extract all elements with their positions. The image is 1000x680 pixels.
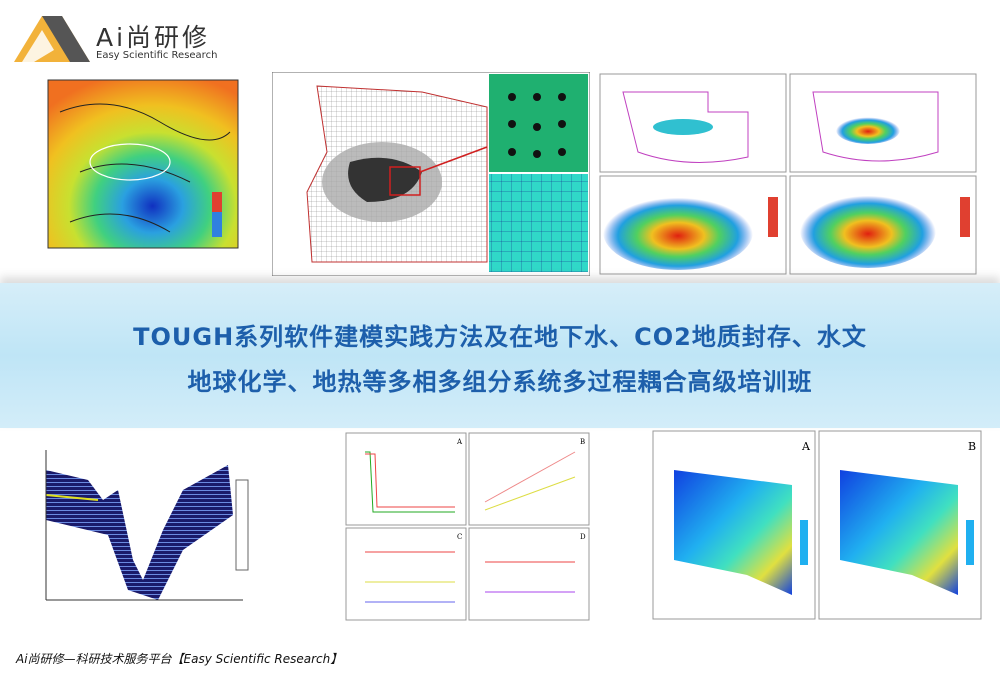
logo-icon (14, 16, 90, 62)
title-line: 地球化学、地热等多相多组分系统多过程耦合高级培训班 (187, 368, 813, 396)
plot-label: C (457, 533, 462, 541)
title-line: TOUGH系列软件建模实践方法及在地下水、CO2地质封存、水文 (133, 323, 867, 351)
grid-figure (272, 72, 590, 276)
section-maps-figure: A B (652, 430, 982, 620)
section-label: A (801, 440, 811, 453)
map-figure (47, 79, 239, 249)
line-plots-figure: A B C D (345, 432, 590, 621)
cross-section-figure (18, 440, 250, 610)
plot-label: A (456, 438, 463, 446)
title-band (0, 283, 1000, 428)
logo-subtitle: Easy Scientific Research (96, 50, 218, 61)
logo-title: Ai尚研修 (96, 23, 211, 52)
contour-figure (599, 73, 977, 275)
section-label: B (968, 440, 976, 453)
plot-label: B (580, 438, 585, 446)
footer-text: Ai尚研修—科研技术服务平台【Easy Scientific Research】 (16, 652, 343, 666)
plot-label: D (580, 533, 586, 541)
